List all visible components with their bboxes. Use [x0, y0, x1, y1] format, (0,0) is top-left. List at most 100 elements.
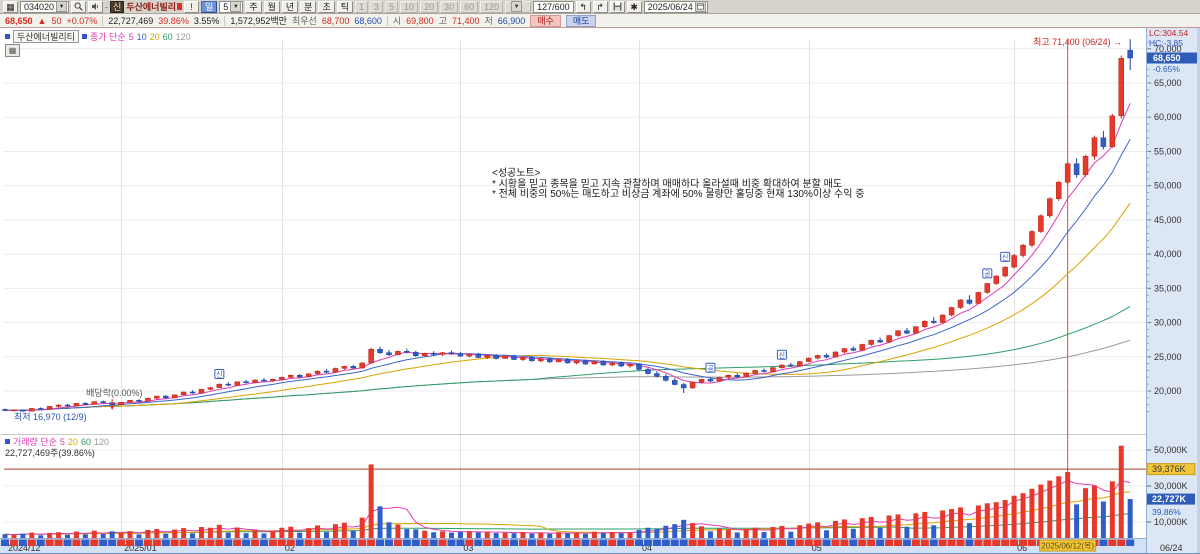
direction-strip-square — [786, 539, 795, 546]
price-ma-label: 종가 단순 — [89, 32, 126, 42]
chart-grid-icon[interactable]: ▦ — [5, 44, 20, 57]
direction-strip-square — [233, 539, 242, 546]
volume-bar — [574, 532, 580, 538]
candle — [761, 370, 767, 372]
candle — [395, 351, 401, 355]
volume-bar — [770, 527, 776, 538]
direction-strip-square — [420, 539, 429, 546]
event-badge-glyph: 신 — [779, 350, 785, 359]
candle — [859, 344, 866, 351]
volume-bar — [1011, 495, 1017, 538]
interval-20-button: 20 — [420, 0, 439, 13]
volume-bar — [261, 533, 267, 538]
period-month-button[interactable]: 월 — [263, 0, 280, 13]
candle — [957, 299, 964, 308]
event-badge[interactable] — [776, 349, 787, 360]
period-second-button[interactable]: 초 — [318, 0, 335, 13]
volume-bar — [984, 503, 990, 538]
price-ma10-label: 10 — [136, 31, 147, 42]
direction-strip-square — [956, 539, 965, 546]
volume-bar — [788, 531, 794, 538]
date-picker[interactable]: 2025/06/24 — [643, 0, 708, 13]
candle — [948, 307, 955, 316]
sell-button[interactable]: 매도 — [565, 14, 597, 27]
stock-code-value: 034020 — [24, 1, 55, 12]
price-tick-label: 25,000 — [1154, 352, 1182, 362]
trade-value: 1,572,952백만 — [230, 16, 287, 26]
interval-10-button: 10 — [400, 0, 419, 13]
window-menu-icon[interactable]: ▦ — [3, 0, 18, 13]
candle — [582, 360, 589, 365]
pan-left-icon[interactable]: ↰ — [575, 0, 591, 13]
legend-stock-name[interactable]: 두산에너빌리티 — [13, 30, 79, 43]
credit-badge: 신 — [110, 0, 125, 13]
volume-bar — [145, 529, 151, 538]
volume-bar — [1127, 499, 1133, 538]
candle — [359, 362, 365, 369]
chevron-down-icon[interactable]: ▼ — [230, 1, 242, 12]
price-tick-label: 40,000 — [1154, 249, 1182, 259]
selected-date-tag[interactable] — [1039, 539, 1097, 552]
candle — [591, 361, 598, 365]
volume-legend: 거래량 단순 5 20 60 120 — [5, 435, 109, 448]
period-day-button[interactable]: 일 — [201, 0, 218, 13]
change-value: 50 — [51, 15, 62, 26]
pan-right-icon[interactable]: ↱ — [592, 0, 608, 13]
chart-area: 70,000 65,000 60,000 55,000 50,000 45,000 40,0… — [0, 28, 1200, 554]
interval-1-button: 1 — [355, 0, 369, 13]
save-icon[interactable] — [609, 0, 625, 13]
volume-bar — [841, 519, 847, 538]
open-label: 시 — [392, 16, 402, 26]
candle — [966, 299, 973, 304]
price-ma20-label: 20 — [149, 31, 160, 42]
event-badge-glyph: 신 — [216, 369, 222, 378]
calendar-icon[interactable] — [694, 1, 706, 12]
event-badge[interactable] — [214, 368, 225, 379]
direction-strip-square — [590, 539, 599, 546]
volume-ratio: 39.86% — [158, 15, 189, 26]
candlestick-chart-canvas[interactable]: 70,000 65,000 60,000 55,000 50,000 45,000 40,0… — [0, 28, 1200, 554]
alert-button[interactable]: ! — [184, 0, 200, 13]
event-badge[interactable] — [1000, 251, 1011, 262]
volume-bar — [493, 532, 499, 538]
direction-strip-square — [983, 539, 992, 546]
volume-bar — [707, 531, 713, 538]
volume-tick-label: 10,000K — [1154, 517, 1188, 527]
volume-bar — [207, 527, 213, 538]
period-minute-button[interactable]: 분 — [300, 0, 317, 13]
volume-bar — [1020, 493, 1026, 538]
legend-bullet-icon — [81, 34, 87, 39]
candle — [82, 403, 89, 405]
gear-icon[interactable]: ✱ — [626, 0, 642, 13]
ex-dividend-label: 배당락(0.00%) — [86, 387, 142, 398]
search-icon[interactable] — [71, 0, 87, 13]
direction-strip-square — [322, 539, 331, 546]
direction-strip-square — [501, 539, 510, 546]
candle — [984, 283, 991, 293]
event-badge[interactable] — [705, 362, 716, 373]
date-label: 2024/12 — [8, 543, 41, 553]
period-week-button[interactable]: 주 — [245, 0, 262, 13]
price-ma60-line — [4, 305, 1131, 412]
period-year-button[interactable]: 년 — [281, 0, 299, 13]
change-percent: +0.07% — [66, 15, 98, 26]
volume-bar — [109, 531, 115, 538]
stock-code-combo[interactable]: 034020 ▼ — [20, 0, 70, 13]
volume-bar — [609, 532, 615, 538]
volume-bar — [100, 534, 106, 538]
candle — [100, 401, 106, 403]
best-ask: 68,700 — [321, 15, 350, 26]
candle — [841, 348, 848, 353]
direction-strip-square — [554, 539, 563, 546]
tick-count-combo[interactable]: 5 ▼ — [219, 0, 244, 13]
direction-strip-square — [920, 539, 929, 546]
direction-strip-square — [483, 539, 492, 546]
candle — [502, 355, 508, 359]
event-badge[interactable] — [982, 268, 993, 279]
chevron-down-icon[interactable]: ▼ — [56, 1, 68, 12]
change-arrow-icon: ▲ — [37, 15, 47, 26]
buy-button[interactable]: 매수 — [530, 14, 561, 27]
candle — [823, 355, 830, 358]
speaker-icon[interactable] — [88, 0, 104, 13]
period-tick-button[interactable]: 틱 — [336, 0, 353, 13]
